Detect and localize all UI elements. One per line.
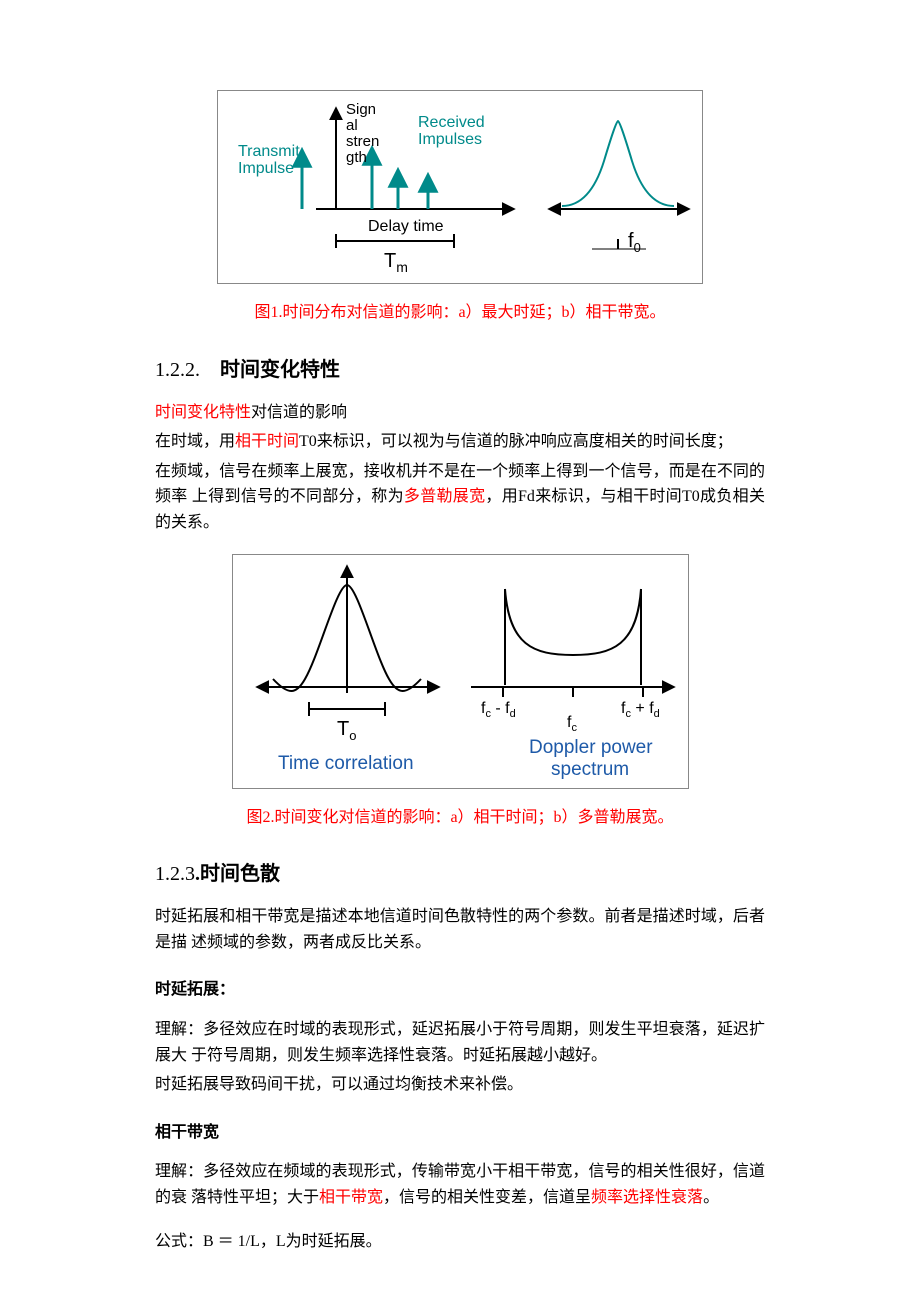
p7b: 相干带宽: [319, 1189, 383, 1206]
fig1-impulse: Impulse: [238, 160, 294, 177]
sec123-title: .时间色散: [195, 863, 280, 885]
fig1-recv1: Received: [418, 114, 485, 131]
p7c: ，信号的相关性变差，信道呈: [383, 1189, 591, 1206]
p1-rest: 对信道的影响: [251, 404, 347, 421]
fig1-recv2: Impulses: [418, 131, 482, 148]
caption1: 图1.时间分布对信道的影响：a）最大时延；b）相干带宽。: [155, 300, 765, 326]
fig1-sig4: gth: [346, 149, 367, 166]
fig1-sig1: Sign: [346, 101, 376, 118]
fig1-tm: Tm: [384, 250, 408, 275]
p8: 公式：B ＝ 1/L，L为时延拓展。: [155, 1229, 765, 1255]
p1-red: 时间变化特性: [155, 404, 251, 421]
fig1-delay: Delay time: [368, 218, 444, 235]
fig2-dop1: Doppler power: [529, 737, 653, 758]
fig2-dop2: spectrum: [551, 759, 629, 780]
fig2-fcplus: fc + fd: [621, 700, 660, 720]
p7e: 。: [703, 1189, 719, 1206]
figure2-svg: To Time correlation fc - fd fc fc + fd D…: [233, 555, 688, 788]
caption2: 图2.时间变化对信道的影响：a）相干时间；b）多普勒展宽。: [155, 805, 765, 831]
figure1-wrap: Transmit Impulse Sign al stren gth Recei…: [155, 90, 765, 284]
sub2: 相干带宽: [155, 1120, 765, 1146]
fig1-sig2: al: [346, 117, 358, 134]
sec123-heading: 1.2.3.时间色散: [155, 858, 765, 890]
p7d: 频率选择性衰落: [591, 1189, 703, 1206]
p2: 在时域，用相干时间T0来标识，可以视为与信道的脉冲响应高度相关的时间长度；: [155, 429, 765, 455]
p7: 理解：多径效应在频域的表现形式，传输带宽小干相干带宽，信号的相关性很好，信道的衰…: [155, 1159, 765, 1210]
figure2-box: To Time correlation fc - fd fc fc + fd D…: [232, 554, 689, 789]
sec122-title: 时间变化特性: [220, 359, 340, 381]
p2c: T0来标识，可以视为与信道的脉冲响应高度相关的时间长度；: [299, 433, 733, 450]
p1: 时间变化特性对信道的影响: [155, 400, 765, 426]
p3: 在频域，信号在频率上展宽，接收机并不是在一个频率上得到一个信号，而是在不同的频率…: [155, 459, 765, 536]
fig2-tc: Time correlation: [278, 753, 414, 774]
fig2-fcminus: fc - fd: [481, 700, 516, 720]
p5: 理解：多径效应在时域的表现形式，延迟拓展小于符号周期，则发生平坦衰落，延迟扩展大…: [155, 1017, 765, 1068]
sec123-num: 1.2.3: [155, 863, 195, 885]
sub1: 时延拓展：: [155, 977, 765, 1003]
fig2-fc: fc: [567, 714, 577, 734]
page: Transmit Impulse Sign al stren gth Recei…: [0, 0, 920, 1298]
p3b: 多普勒展宽: [404, 488, 486, 505]
p4: 时延拓展和相干带宽是描述本地信道时间色散特性的两个参数。前者是描述时域，后者是描…: [155, 904, 765, 955]
fig2-to: To: [337, 718, 356, 743]
p6: 时延拓展导致码间干扰，可以通过均衡技术来补偿。: [155, 1072, 765, 1098]
p2a: 在时域，用: [155, 433, 235, 450]
sec122-heading: 1.2.2. 时间变化特性: [155, 354, 765, 386]
figure1-box: Transmit Impulse Sign al stren gth Recei…: [217, 90, 703, 284]
sec122-num: 1.2.2.: [155, 359, 200, 381]
p2b: 相干时间: [235, 433, 299, 450]
fig1-sig3: stren: [346, 133, 379, 150]
fig1-f0: f0: [628, 230, 641, 255]
figure1-svg: Transmit Impulse Sign al stren gth Recei…: [218, 91, 702, 283]
fig1-transmit: Transmit: [238, 143, 300, 160]
figure2-wrap: To Time correlation fc - fd fc fc + fd D…: [155, 554, 765, 789]
